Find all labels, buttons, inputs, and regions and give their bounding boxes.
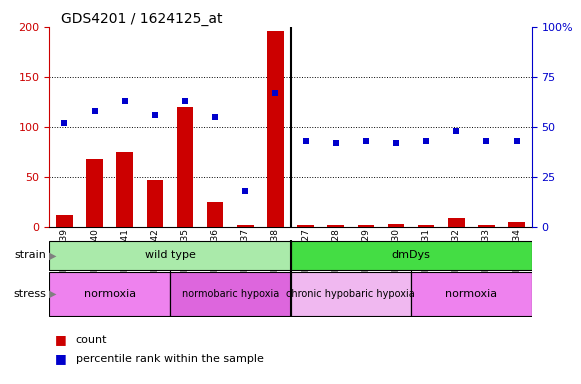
Bar — [357, 225, 374, 227]
Bar — [170, 271, 290, 316]
Text: stress: stress — [13, 289, 46, 299]
Point — [210, 114, 220, 120]
Point — [241, 187, 250, 194]
Bar — [267, 31, 284, 227]
Text: ■: ■ — [55, 333, 67, 346]
Text: wild type: wild type — [145, 250, 195, 260]
Bar — [207, 202, 224, 227]
Bar — [290, 241, 532, 270]
Bar — [297, 225, 314, 227]
Text: normoxia: normoxia — [445, 289, 497, 299]
Text: count: count — [76, 335, 107, 345]
Point — [392, 140, 401, 146]
Bar — [290, 271, 411, 316]
Point — [150, 112, 160, 118]
Point — [301, 137, 310, 144]
Bar — [56, 215, 73, 227]
Point — [451, 127, 461, 134]
Bar — [116, 152, 133, 227]
Text: ▶: ▶ — [49, 289, 56, 299]
Text: ■: ■ — [55, 353, 67, 366]
Text: ▶: ▶ — [49, 250, 56, 260]
Bar — [448, 218, 465, 227]
Point — [90, 108, 99, 114]
Point — [512, 137, 521, 144]
Text: normobaric hypoxia: normobaric hypoxia — [182, 289, 279, 299]
Point — [361, 137, 371, 144]
Text: chronic hypobaric hypoxia: chronic hypobaric hypoxia — [286, 289, 415, 299]
Bar — [418, 225, 435, 227]
Text: dmDys: dmDys — [392, 250, 431, 260]
Text: normoxia: normoxia — [84, 289, 136, 299]
Point — [120, 98, 130, 104]
Bar — [478, 225, 494, 227]
Text: strain: strain — [15, 250, 46, 260]
Bar — [411, 271, 532, 316]
Bar — [508, 222, 525, 227]
Point — [421, 137, 431, 144]
Point — [482, 137, 491, 144]
Bar — [177, 107, 193, 227]
Bar — [146, 180, 163, 227]
Bar — [388, 223, 404, 227]
Text: percentile rank within the sample: percentile rank within the sample — [76, 354, 263, 364]
Point — [60, 120, 69, 126]
Point — [271, 90, 280, 96]
Bar — [237, 225, 253, 227]
Bar — [87, 159, 103, 227]
Point — [331, 140, 340, 146]
Text: GDS4201 / 1624125_at: GDS4201 / 1624125_at — [61, 12, 223, 25]
Point — [180, 98, 189, 104]
Bar — [49, 241, 290, 270]
Bar — [49, 271, 170, 316]
Bar — [328, 225, 344, 227]
